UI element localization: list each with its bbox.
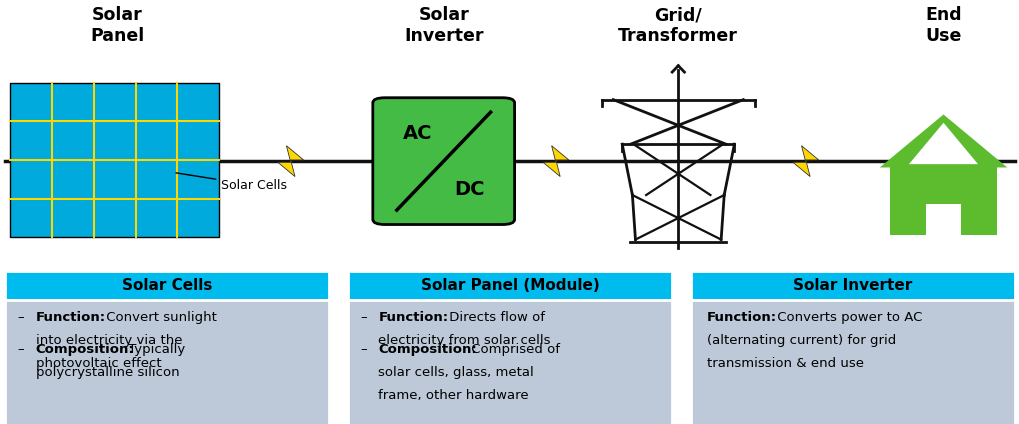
Polygon shape [542, 146, 569, 176]
Text: DC: DC [453, 180, 484, 198]
Text: –: – [17, 311, 23, 324]
Polygon shape [879, 114, 1007, 167]
Polygon shape [277, 146, 304, 176]
FancyBboxPatch shape [890, 167, 997, 235]
FancyBboxPatch shape [347, 300, 672, 424]
FancyBboxPatch shape [690, 271, 1014, 300]
Text: Solar Inverter: Solar Inverter [793, 278, 911, 293]
Text: transmission & end use: transmission & end use [706, 357, 863, 371]
Text: Solar Cells: Solar Cells [176, 173, 287, 192]
Text: electricity from solar cells: electricity from solar cells [378, 334, 550, 347]
FancyBboxPatch shape [373, 98, 515, 225]
FancyBboxPatch shape [5, 300, 329, 424]
Text: Solar Cells: Solar Cells [122, 278, 212, 293]
Text: photovoltaic effect: photovoltaic effect [36, 357, 161, 371]
Text: Convert sunlight: Convert sunlight [102, 311, 216, 324]
Text: polycrystalline silicon: polycrystalline silicon [36, 366, 179, 379]
Text: –: – [17, 343, 23, 356]
Text: Solar
Inverter: Solar Inverter [404, 6, 483, 45]
Text: Grid/
Transformer: Grid/ Transformer [618, 6, 738, 45]
Text: frame, other hardware: frame, other hardware [378, 389, 529, 402]
Text: End
Use: End Use [924, 6, 961, 45]
Text: –: – [360, 311, 366, 324]
Text: Composition:: Composition: [36, 343, 135, 356]
Text: (alternating current) for grid: (alternating current) for grid [706, 334, 896, 347]
Text: Composition:: Composition: [378, 343, 477, 356]
Text: Solar Panel (Module): Solar Panel (Module) [420, 278, 599, 293]
Text: into electricity via the: into electricity via the [36, 334, 182, 347]
Text: Function:: Function: [36, 311, 106, 324]
FancyBboxPatch shape [10, 83, 219, 237]
Text: solar cells, glass, metal: solar cells, glass, metal [378, 366, 534, 379]
Text: Converts power to AC: Converts power to AC [772, 311, 921, 324]
FancyBboxPatch shape [925, 204, 960, 235]
Text: Comprised of: Comprised of [466, 343, 559, 356]
Text: –: – [360, 343, 366, 356]
FancyBboxPatch shape [5, 271, 329, 300]
Text: Function:: Function: [706, 311, 776, 324]
FancyBboxPatch shape [690, 300, 1014, 424]
FancyBboxPatch shape [347, 271, 672, 300]
Text: Directs flow of: Directs flow of [444, 311, 544, 324]
Text: Solar
Panel: Solar Panel [90, 6, 145, 45]
Polygon shape [908, 123, 977, 164]
Polygon shape [792, 146, 818, 176]
Text: Typically: Typically [123, 343, 184, 356]
Text: Function:: Function: [378, 311, 448, 324]
Text: AC: AC [403, 124, 432, 142]
